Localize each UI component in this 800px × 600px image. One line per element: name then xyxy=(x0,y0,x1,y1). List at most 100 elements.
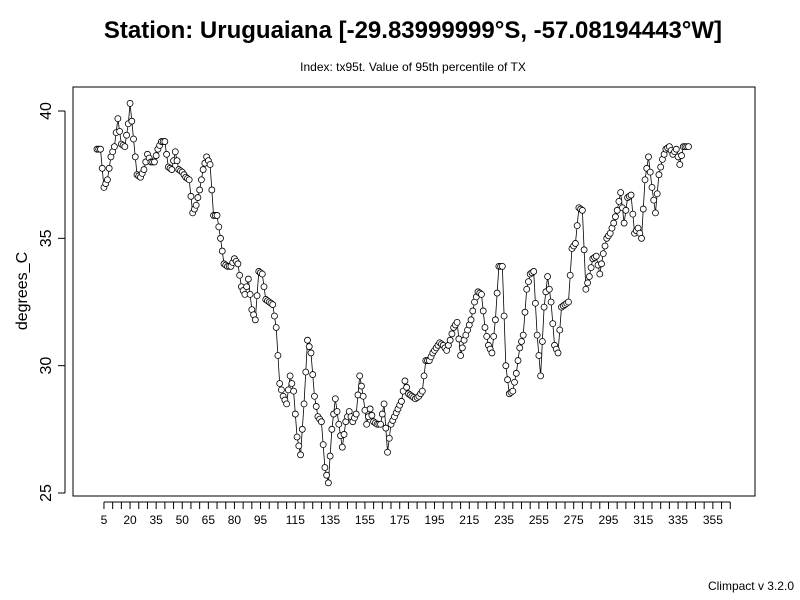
data-point xyxy=(453,318,461,326)
data-point xyxy=(192,201,200,209)
x-tick-label: 215 xyxy=(459,513,479,527)
data-point xyxy=(530,268,538,275)
series-line-segment xyxy=(310,352,314,375)
data-point xyxy=(483,332,491,340)
data-point xyxy=(368,411,376,419)
data-point xyxy=(297,451,304,459)
data-point xyxy=(295,442,303,450)
x-tick-label: 155 xyxy=(355,513,375,527)
data-point xyxy=(290,387,297,395)
data-point xyxy=(478,290,485,298)
data-point xyxy=(323,471,331,479)
series-line-segment xyxy=(327,456,331,483)
data-point xyxy=(199,166,207,173)
data-point xyxy=(599,250,607,258)
data-point xyxy=(620,219,628,227)
data-point xyxy=(278,386,285,394)
data-point xyxy=(116,127,124,135)
series-line-segment xyxy=(642,179,646,210)
data-point xyxy=(213,212,221,219)
data-point xyxy=(328,425,336,433)
data-point xyxy=(293,433,301,441)
data-point xyxy=(217,234,224,242)
y-tick-label: 40 xyxy=(38,102,55,120)
series-line-segment xyxy=(321,421,324,445)
data-point xyxy=(326,452,334,460)
data-point xyxy=(218,247,226,255)
data-point xyxy=(519,331,527,339)
series-line-segment xyxy=(538,355,542,376)
data-point xyxy=(678,152,685,159)
data-point xyxy=(312,403,320,410)
series-line-segment xyxy=(535,303,538,336)
data-point xyxy=(104,176,111,184)
series-line-segment xyxy=(494,293,498,320)
data-point xyxy=(197,176,205,184)
data-point xyxy=(253,292,261,300)
data-point xyxy=(511,378,518,386)
data-point xyxy=(612,213,619,221)
data-point xyxy=(655,171,663,179)
data-point xyxy=(291,410,299,418)
data-point xyxy=(615,198,623,205)
data-point xyxy=(276,380,284,387)
series-line-segment xyxy=(559,307,562,331)
series-line-segment xyxy=(569,248,573,276)
data-point xyxy=(121,143,129,151)
data-point xyxy=(491,316,499,324)
data-point xyxy=(565,298,572,306)
data-point xyxy=(206,161,214,168)
data-point xyxy=(650,196,658,204)
data-point xyxy=(540,303,548,311)
data-point xyxy=(521,308,529,316)
data-point xyxy=(580,246,588,254)
x-tick-label: 315 xyxy=(633,513,653,527)
x-tick-label: 195 xyxy=(424,513,444,527)
data-point xyxy=(378,410,386,418)
data-point xyxy=(163,150,170,158)
y-tick-label: 30 xyxy=(38,357,55,375)
data-point xyxy=(610,219,618,227)
data-point xyxy=(152,152,160,159)
data-point xyxy=(512,369,520,377)
data-point xyxy=(514,357,522,364)
data-point xyxy=(244,275,252,283)
series-line-segment xyxy=(300,429,303,455)
series-line-segment xyxy=(211,189,214,216)
data-point xyxy=(304,336,311,344)
data-point xyxy=(516,344,524,352)
data-point xyxy=(321,464,329,471)
series-line-segment xyxy=(322,444,326,468)
data-point xyxy=(302,368,310,376)
data-point xyxy=(260,283,268,291)
data-point xyxy=(545,285,553,293)
data-point xyxy=(518,338,525,345)
data-point xyxy=(639,205,647,213)
data-point xyxy=(243,283,251,291)
series-line-segment xyxy=(533,271,536,304)
data-point xyxy=(467,316,475,324)
data-point xyxy=(523,285,531,293)
data-point xyxy=(331,395,339,403)
data-point xyxy=(578,206,586,214)
series-line-segment xyxy=(209,164,213,190)
data-point xyxy=(592,252,600,260)
data-point xyxy=(657,163,665,171)
data-point xyxy=(185,176,193,184)
data-point xyxy=(128,117,136,125)
data-point xyxy=(171,148,179,156)
series-line-segment xyxy=(540,341,543,376)
data-point xyxy=(311,392,318,400)
x-tick-label: 295 xyxy=(598,513,618,527)
series-line-segment xyxy=(294,414,298,438)
series-line-segment xyxy=(568,275,571,303)
data-point xyxy=(258,270,266,278)
data-point xyxy=(627,191,635,199)
data-point xyxy=(385,434,393,442)
data-point xyxy=(653,190,661,198)
series-line-segment xyxy=(275,327,279,356)
data-point xyxy=(572,240,579,247)
data-point xyxy=(479,307,487,315)
data-point xyxy=(685,143,692,151)
